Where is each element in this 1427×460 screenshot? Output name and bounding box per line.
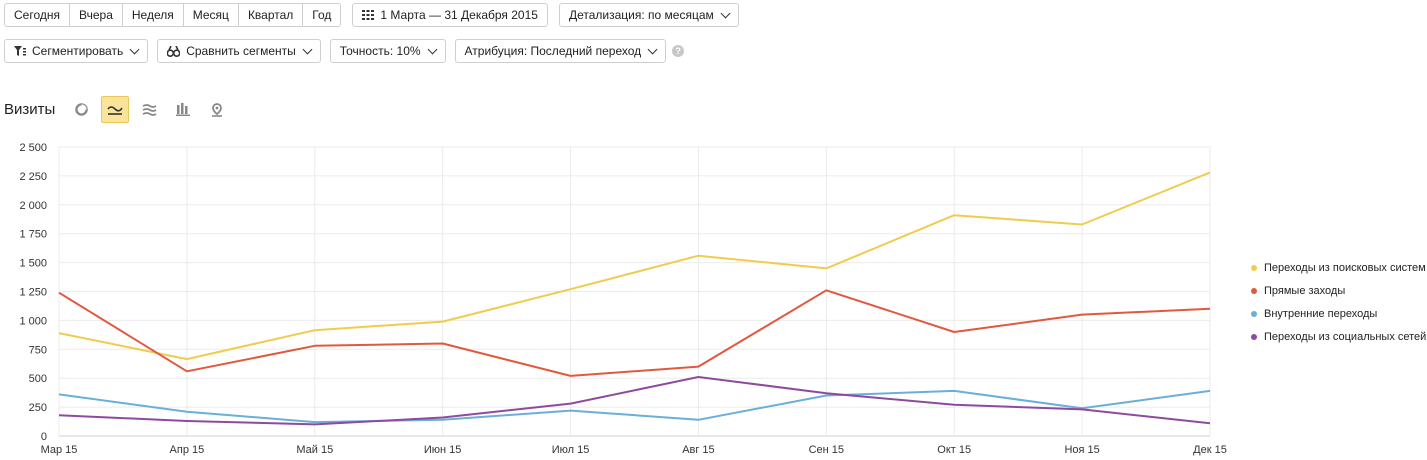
legend-item-search[interactable]: Переходы из поисковых систем <box>1251 256 1426 279</box>
accuracy-label: Точность: 10% <box>339 44 421 58</box>
date-range-button[interactable]: 1 Марта — 31 Декабря 2015 <box>352 3 548 27</box>
detail-label: Детализация: по месяцам <box>568 8 714 22</box>
legend-marker <box>1251 310 1257 317</box>
legend-label: Прямые заходы <box>1264 284 1346 297</box>
y-tick-label: 1 000 <box>19 315 47 327</box>
legend-label: Переходы из поисковых систем <box>1264 261 1426 274</box>
period-today-button[interactable]: Сегодня <box>4 3 70 27</box>
legend-label: Переходы из социальных сетей <box>1264 330 1427 343</box>
chart-grid <box>58 146 1211 437</box>
x-tick-label: Апр 15 <box>170 444 205 456</box>
x-tick-label: Июл 15 <box>552 444 590 456</box>
visits-line-chart: 0 250 500 750 1 000 1 250 1 500 1 750 2 000 2 250… <box>19 142 1227 456</box>
segment-button[interactable]: Сегментировать <box>4 39 149 63</box>
calendar-icon <box>362 10 375 20</box>
legend-marker <box>1251 333 1257 340</box>
x-tick-label: Май 15 <box>296 444 333 456</box>
series-line <box>58 289 1211 377</box>
accuracy-dropdown[interactable]: Точность: 10% <box>329 39 446 63</box>
compare-icon <box>167 45 181 57</box>
line-chart-icon[interactable] <box>101 96 130 123</box>
y-tick-label: 2 500 <box>19 142 47 154</box>
y-tick-label: 1 750 <box>19 229 47 241</box>
x-tick-label: Мар 15 <box>41 444 78 456</box>
legend-item-direct[interactable]: Прямые заходы <box>1251 279 1426 302</box>
pie-chart-icon[interactable] <box>67 96 95 123</box>
chevron-down-icon <box>720 8 731 18</box>
legend-item-internal[interactable]: Внутренние переходы <box>1251 302 1426 325</box>
x-tick-label: Дек 15 <box>1193 444 1227 456</box>
chevron-down-icon <box>427 44 437 54</box>
help-icon[interactable]: ? <box>672 45 685 57</box>
segment-toolbar: Сегментировать Сравнить сегменты Точност… <box>4 39 685 63</box>
segment-label: Сегментировать <box>32 44 124 58</box>
x-tick-label: Авг 15 <box>682 444 714 456</box>
y-tick-label: 2 000 <box>19 200 47 212</box>
legend-marker <box>1251 287 1257 294</box>
period-week-button[interactable]: Неделя <box>121 3 184 27</box>
chevron-down-icon <box>129 44 140 54</box>
y-tick-label: 2 250 <box>19 171 47 183</box>
x-tick-label: Сен 15 <box>809 444 844 456</box>
period-toolbar: Сегодня Вчера Неделя Месяц Квартал Год 1… <box>4 3 739 27</box>
series-line <box>58 376 1211 426</box>
attribution-label: Атрибуция: Последний переход <box>464 44 642 58</box>
y-axis: 0 250 500 750 1 000 1 250 1 500 1 750 2 000 2 250… <box>19 142 47 443</box>
x-tick-label: Июн 15 <box>424 444 462 456</box>
area-chart-icon[interactable] <box>135 96 163 123</box>
y-tick-label: 1 500 <box>19 258 47 270</box>
series-line <box>58 171 1211 361</box>
y-tick-label: 0 <box>41 431 47 443</box>
compare-segments-button[interactable]: Сравнить сегменты <box>157 39 321 63</box>
period-yesterday-button[interactable]: Вчера <box>69 3 123 27</box>
legend-item-social[interactable]: Переходы из социальных сетей <box>1251 325 1426 348</box>
x-tick-label: Ноя 15 <box>1064 444 1099 456</box>
detail-dropdown[interactable]: Детализация: по месяцам <box>558 3 739 27</box>
period-button-group: Сегодня Вчера Неделя Месяц Квартал Год <box>4 3 342 27</box>
filter-icon <box>14 45 26 57</box>
legend-label: Внутренние переходы <box>1264 307 1378 320</box>
y-tick-label: 500 <box>29 373 47 385</box>
chart-legend: Переходы из поисковых систем Прямые захо… <box>1251 256 1426 348</box>
y-tick-label: 750 <box>29 344 47 356</box>
map-icon[interactable] <box>203 96 231 123</box>
period-year-button[interactable]: Год <box>302 3 342 27</box>
chart-series <box>58 171 1211 426</box>
period-quarter-button[interactable]: Квартал <box>237 3 304 27</box>
period-month-button[interactable]: Месяц <box>182 3 239 27</box>
y-tick-label: 1 250 <box>19 287 47 299</box>
chevron-down-icon <box>302 44 313 54</box>
attribution-dropdown[interactable]: Атрибуция: Последний переход <box>454 39 667 63</box>
chevron-down-icon <box>647 44 658 54</box>
x-axis: Мар 15 Апр 15 Май 15 Июн 15 Июл 15 Авг 15 Сен … <box>41 444 1227 456</box>
chart-title: Визиты <box>4 101 56 118</box>
series-line <box>58 389 1211 424</box>
y-tick-label: 250 <box>29 402 47 414</box>
bar-chart-icon[interactable] <box>169 96 197 123</box>
legend-marker <box>1251 264 1257 271</box>
compare-label: Сравнить сегменты <box>186 44 296 58</box>
chart-header: Визиты <box>4 96 237 123</box>
date-range-label: 1 Марта — 31 Декабря 2015 <box>380 8 538 22</box>
x-tick-label: Окт 15 <box>937 444 971 456</box>
